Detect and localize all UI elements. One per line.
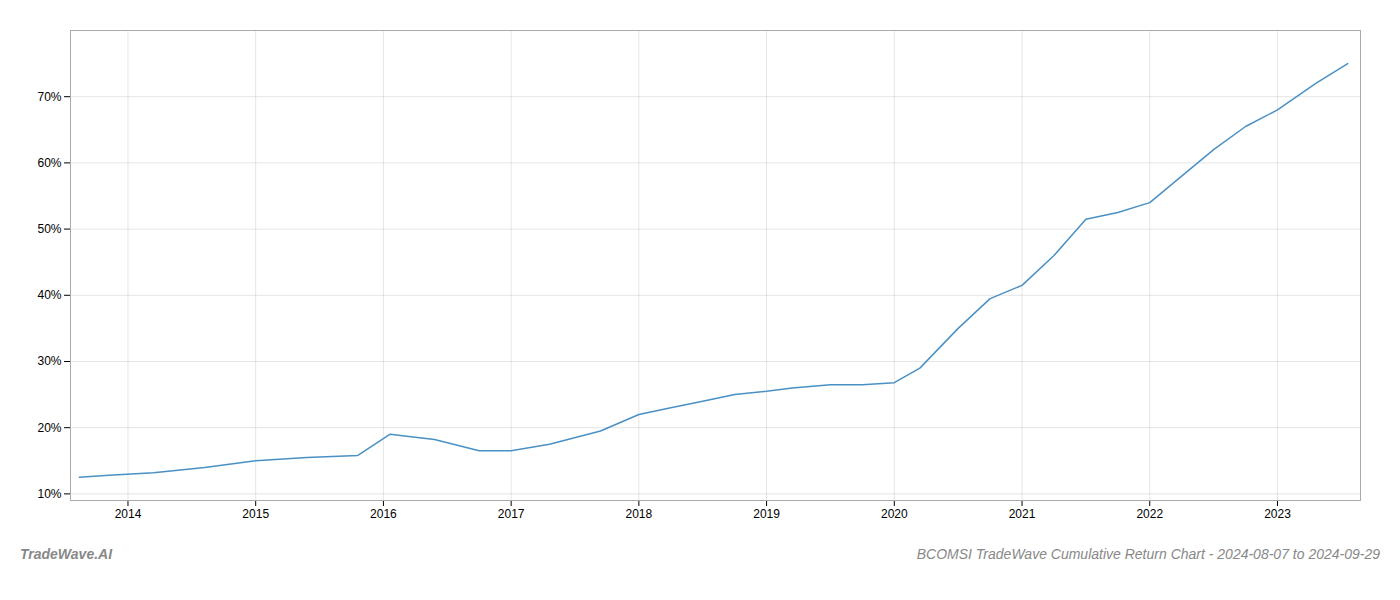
html-text:BCOMSI TradeWave Cumulative Re: BCOMSI TradeWave Cumulative Return Chart… xyxy=(916,546,1380,562)
svg-text:70%: 70% xyxy=(37,90,61,104)
svg-text:2022: 2022 xyxy=(1136,507,1163,521)
svg-text:50%: 50% xyxy=(37,222,61,236)
svg-text:2020: 2020 xyxy=(881,507,908,521)
svg-text:2018: 2018 xyxy=(626,507,653,521)
html-text:TradeWave.AI: TradeWave.AI xyxy=(20,546,113,562)
svg-text:40%: 40% xyxy=(37,288,61,302)
svg-text:2014: 2014 xyxy=(115,507,142,521)
svg-text:2021: 2021 xyxy=(1009,507,1036,521)
svg-text:60%: 60% xyxy=(37,156,61,170)
svg-text:2017: 2017 xyxy=(498,507,525,521)
svg-text:2023: 2023 xyxy=(1264,507,1291,521)
svg-text:20%: 20% xyxy=(37,421,61,435)
svg-text:2019: 2019 xyxy=(753,507,780,521)
svg-text:2016: 2016 xyxy=(370,507,397,521)
svg-text:10%: 10% xyxy=(37,487,61,501)
svg-text:30%: 30% xyxy=(37,354,61,368)
svg-text:2015: 2015 xyxy=(242,507,269,521)
